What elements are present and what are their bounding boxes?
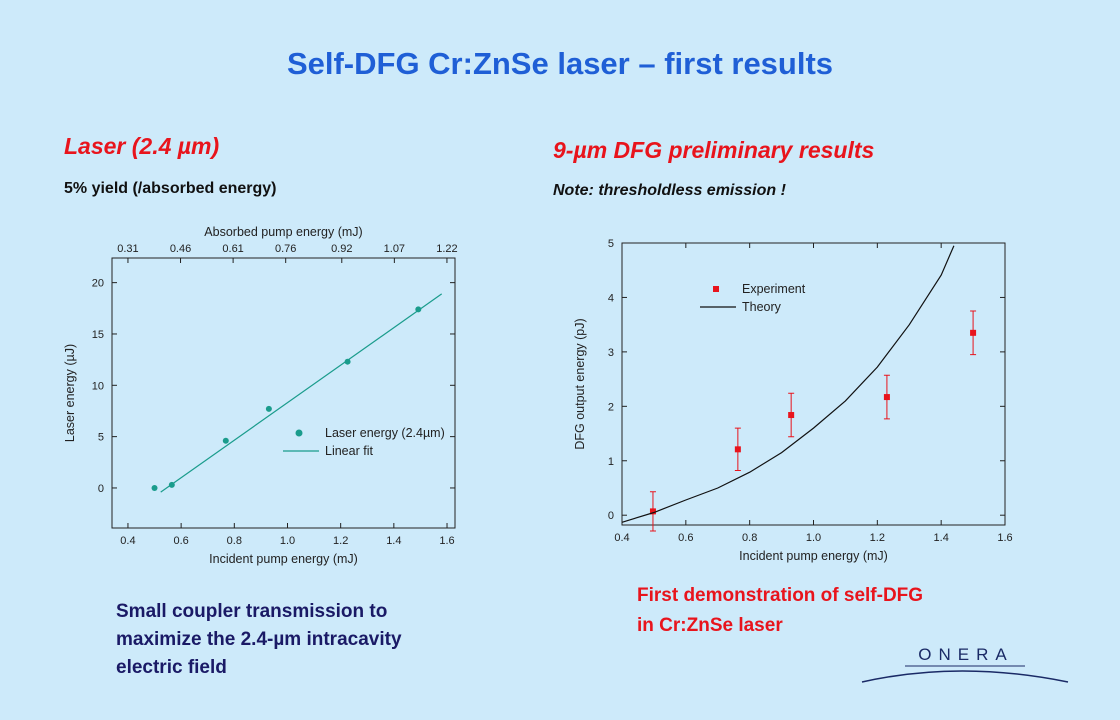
y-tick-label: 20 xyxy=(92,278,104,290)
legend-label: Experiment xyxy=(742,282,806,296)
y-tick-label: 4 xyxy=(608,292,614,304)
y-tick-label: 5 xyxy=(608,238,614,250)
logo: ONERA xyxy=(918,645,1013,664)
x-tick-label: 0.6 xyxy=(678,532,693,544)
y-tick-label: 0 xyxy=(608,510,614,522)
y-axis-label: Laser energy (µJ) xyxy=(63,344,77,442)
data-point xyxy=(265,405,272,412)
x-tick-label: 1.0 xyxy=(280,535,295,547)
x2-tick-label: 0.61 xyxy=(222,243,243,255)
right-note: Note: thresholdless emission ! xyxy=(553,182,787,199)
data-point xyxy=(222,437,229,444)
y-tick-label: 0 xyxy=(98,483,104,495)
x2-tick-label: 1.22 xyxy=(436,243,457,255)
y-tick-label: 15 xyxy=(92,329,104,341)
x-tick-label: 1.2 xyxy=(870,532,885,544)
x-tick-label: 0.4 xyxy=(614,532,629,544)
left-note: 5% yield (/absorbed energy) xyxy=(64,180,277,197)
right-caption: First demonstration of self-DFG xyxy=(637,585,923,606)
x2-tick-label: 1.07 xyxy=(384,243,405,255)
x-tick-label: 1.4 xyxy=(386,535,401,547)
x2-tick-label: 0.46 xyxy=(170,243,191,255)
right-heading: 9-µm DFG preliminary results xyxy=(553,137,874,163)
y-axis-label: DFG output energy (pJ) xyxy=(573,318,587,449)
x-axis-label: Incident pump energy (mJ) xyxy=(209,552,358,566)
x-tick-label: 1.6 xyxy=(997,532,1012,544)
plot-frame xyxy=(111,257,456,529)
y-tick-label: 1 xyxy=(608,456,614,468)
x-tick-label: 1.0 xyxy=(806,532,821,544)
left-caption: maximize the 2.4-µm intracavity xyxy=(116,629,402,650)
x-tick-label: 0.6 xyxy=(173,535,188,547)
series-line xyxy=(160,293,443,493)
data-point xyxy=(151,484,158,491)
x-tick-label: 0.8 xyxy=(742,532,757,544)
y-tick-label: 10 xyxy=(92,380,104,392)
series-line xyxy=(621,245,955,523)
legend-label: Linear fit xyxy=(325,444,373,458)
x2-axis-label: Absorbed pump energy (mJ) xyxy=(204,225,362,239)
x-tick-label: 1.6 xyxy=(439,535,454,547)
x-tick-label: 1.2 xyxy=(333,535,348,547)
left-caption: electric field xyxy=(116,657,227,678)
legend-label: Laser energy (2.4µm) xyxy=(325,426,445,440)
x-tick-label: 0.8 xyxy=(227,535,242,547)
data-point xyxy=(649,508,656,515)
x2-tick-label: 0.92 xyxy=(331,243,352,255)
x-axis-label: Incident pump energy (mJ) xyxy=(739,549,888,563)
slide-title: Self-DFG Cr:ZnSe laser – first results xyxy=(287,46,833,81)
left-caption: Small coupler transmission to xyxy=(116,601,387,622)
data-point xyxy=(883,394,890,401)
y-tick-label: 3 xyxy=(608,347,614,359)
x-tick-label: 0.4 xyxy=(120,535,135,547)
plot-frame xyxy=(621,242,1006,526)
x2-tick-label: 0.31 xyxy=(117,243,138,255)
legend-label: Theory xyxy=(742,300,782,314)
right-caption: in Cr:ZnSe laser xyxy=(637,615,783,636)
y-tick-label: 5 xyxy=(98,432,104,444)
y-tick-label: 2 xyxy=(608,401,614,413)
legend-marker xyxy=(295,429,303,437)
data-point xyxy=(788,412,795,419)
legend-marker xyxy=(713,286,719,292)
logo-swoosh xyxy=(861,670,1069,683)
data-point xyxy=(970,329,977,336)
left-heading: Laser (2.4 µm) xyxy=(64,133,219,159)
data-point xyxy=(734,446,741,453)
data-point xyxy=(344,358,351,365)
x-tick-label: 1.4 xyxy=(934,532,949,544)
x2-tick-label: 0.76 xyxy=(275,243,296,255)
